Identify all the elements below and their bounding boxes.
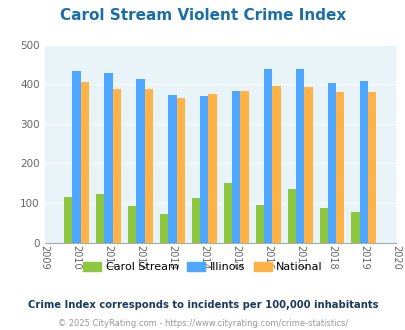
Bar [359, 81, 367, 243]
Bar [136, 79, 144, 243]
Bar [335, 92, 343, 243]
Bar [223, 183, 232, 243]
Bar [272, 86, 280, 243]
Bar [232, 91, 240, 243]
Bar [287, 189, 295, 243]
Bar [319, 209, 327, 243]
Bar [208, 94, 216, 243]
Bar [263, 70, 272, 243]
Bar [96, 194, 104, 243]
Bar [303, 86, 312, 243]
Bar [192, 198, 200, 243]
Bar [168, 95, 176, 243]
Bar [367, 92, 375, 243]
Text: Crime Index corresponds to incidents per 100,000 inhabitants: Crime Index corresponds to incidents per… [28, 300, 377, 310]
Text: Carol Stream Violent Crime Index: Carol Stream Violent Crime Index [60, 8, 345, 23]
Bar [200, 96, 208, 243]
Text: © 2025 CityRating.com - https://www.cityrating.com/crime-statistics/: © 2025 CityRating.com - https://www.city… [58, 319, 347, 328]
Bar [112, 89, 121, 243]
Legend: Carol Stream, Illinois, National: Carol Stream, Illinois, National [79, 257, 326, 277]
Bar [176, 98, 184, 243]
Bar [104, 74, 112, 243]
Bar [81, 82, 89, 243]
Bar [144, 89, 153, 243]
Bar [64, 197, 72, 243]
Bar [351, 213, 359, 243]
Bar [327, 82, 335, 243]
Bar [295, 70, 303, 243]
Bar [240, 91, 248, 243]
Bar [128, 206, 136, 243]
Bar [160, 214, 168, 243]
Bar [255, 205, 263, 243]
Bar [72, 71, 81, 243]
